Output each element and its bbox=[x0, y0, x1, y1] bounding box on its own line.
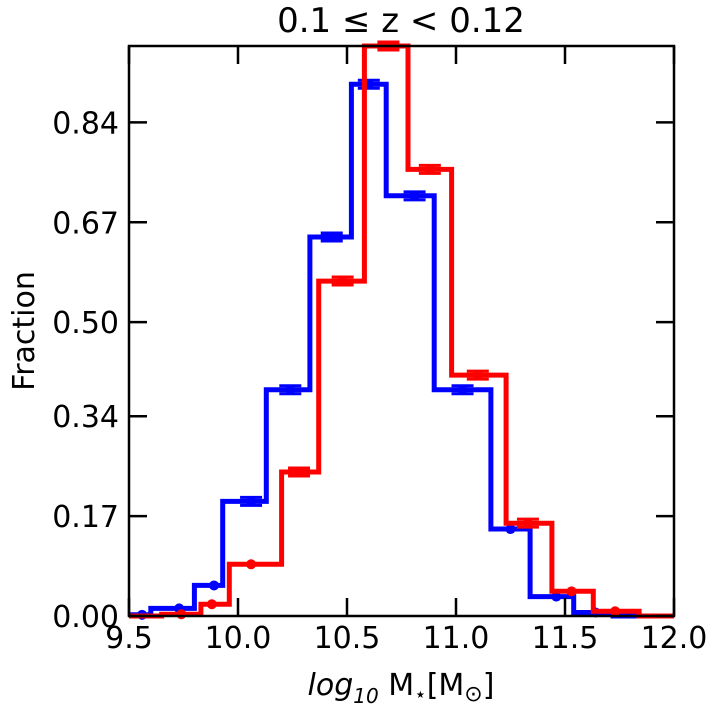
series-1-point-10 bbox=[505, 524, 516, 535]
y-axis-title: Fraction bbox=[7, 271, 42, 391]
series-1-step-line bbox=[129, 81, 674, 619]
y-tick-label: 0.67 bbox=[52, 206, 119, 241]
series-2-point-7 bbox=[424, 164, 435, 175]
series-2-step-line bbox=[129, 43, 674, 619]
series-2-point-9 bbox=[522, 518, 533, 529]
y-tick-label: 0.84 bbox=[52, 106, 119, 141]
x-axis-title-unit: [M bbox=[427, 668, 465, 703]
plot-area bbox=[129, 40, 674, 620]
series-1-point-3 bbox=[209, 580, 220, 591]
axis-ticks: 9.5 10.0 10.5 11.0 11.5 12.0 0.00 0.17 0.34 0.50 0… bbox=[52, 46, 707, 656]
series-1-point-9 bbox=[457, 384, 468, 395]
series-1-point-11 bbox=[551, 591, 562, 602]
series-2-point-3 bbox=[246, 559, 257, 570]
y-tick-label: 0.17 bbox=[52, 500, 119, 535]
x-axis-title-main: M bbox=[379, 668, 414, 703]
y-tick-label: 0.34 bbox=[52, 400, 119, 435]
series-1-point-8 bbox=[409, 190, 420, 201]
series-2-point-10 bbox=[566, 586, 577, 597]
x-tick-label: 10.0 bbox=[205, 621, 272, 656]
x-axis-title-star: ⋆ bbox=[414, 682, 427, 705]
x-tick-label: 12.0 bbox=[641, 621, 708, 656]
x-tick-label: 11.0 bbox=[423, 621, 490, 656]
x-axis-title: log10 M⋆[M⊙] bbox=[308, 668, 495, 705]
x-axis-title-close: ] bbox=[483, 668, 495, 703]
series-2-point-1 bbox=[176, 609, 187, 620]
series-2-point-5 bbox=[337, 276, 348, 287]
y-tick-label: 0.00 bbox=[52, 600, 119, 635]
y-tick-label: 0.50 bbox=[52, 306, 119, 341]
x-tick-label: 10.5 bbox=[314, 621, 381, 656]
series-2-point-8 bbox=[472, 370, 483, 381]
series-2-point-11 bbox=[610, 606, 621, 617]
series-2-point-4 bbox=[294, 467, 305, 478]
x-axis-title-log: log bbox=[308, 668, 354, 703]
x-axis-title-sun: ⊙ bbox=[464, 682, 482, 705]
series-1-point-5 bbox=[285, 384, 296, 395]
series-2-point-2 bbox=[206, 599, 217, 610]
x-tick-label: 9.5 bbox=[105, 621, 153, 656]
chart-title: 0.1 ≤ z < 0.12 bbox=[277, 1, 525, 41]
series-1-point-6 bbox=[326, 231, 337, 242]
series-1-point-4 bbox=[246, 496, 257, 507]
plot-frame bbox=[127, 44, 676, 618]
x-axis-title-sub: 10 bbox=[353, 684, 378, 705]
x-tick-label: 11.5 bbox=[532, 621, 599, 656]
